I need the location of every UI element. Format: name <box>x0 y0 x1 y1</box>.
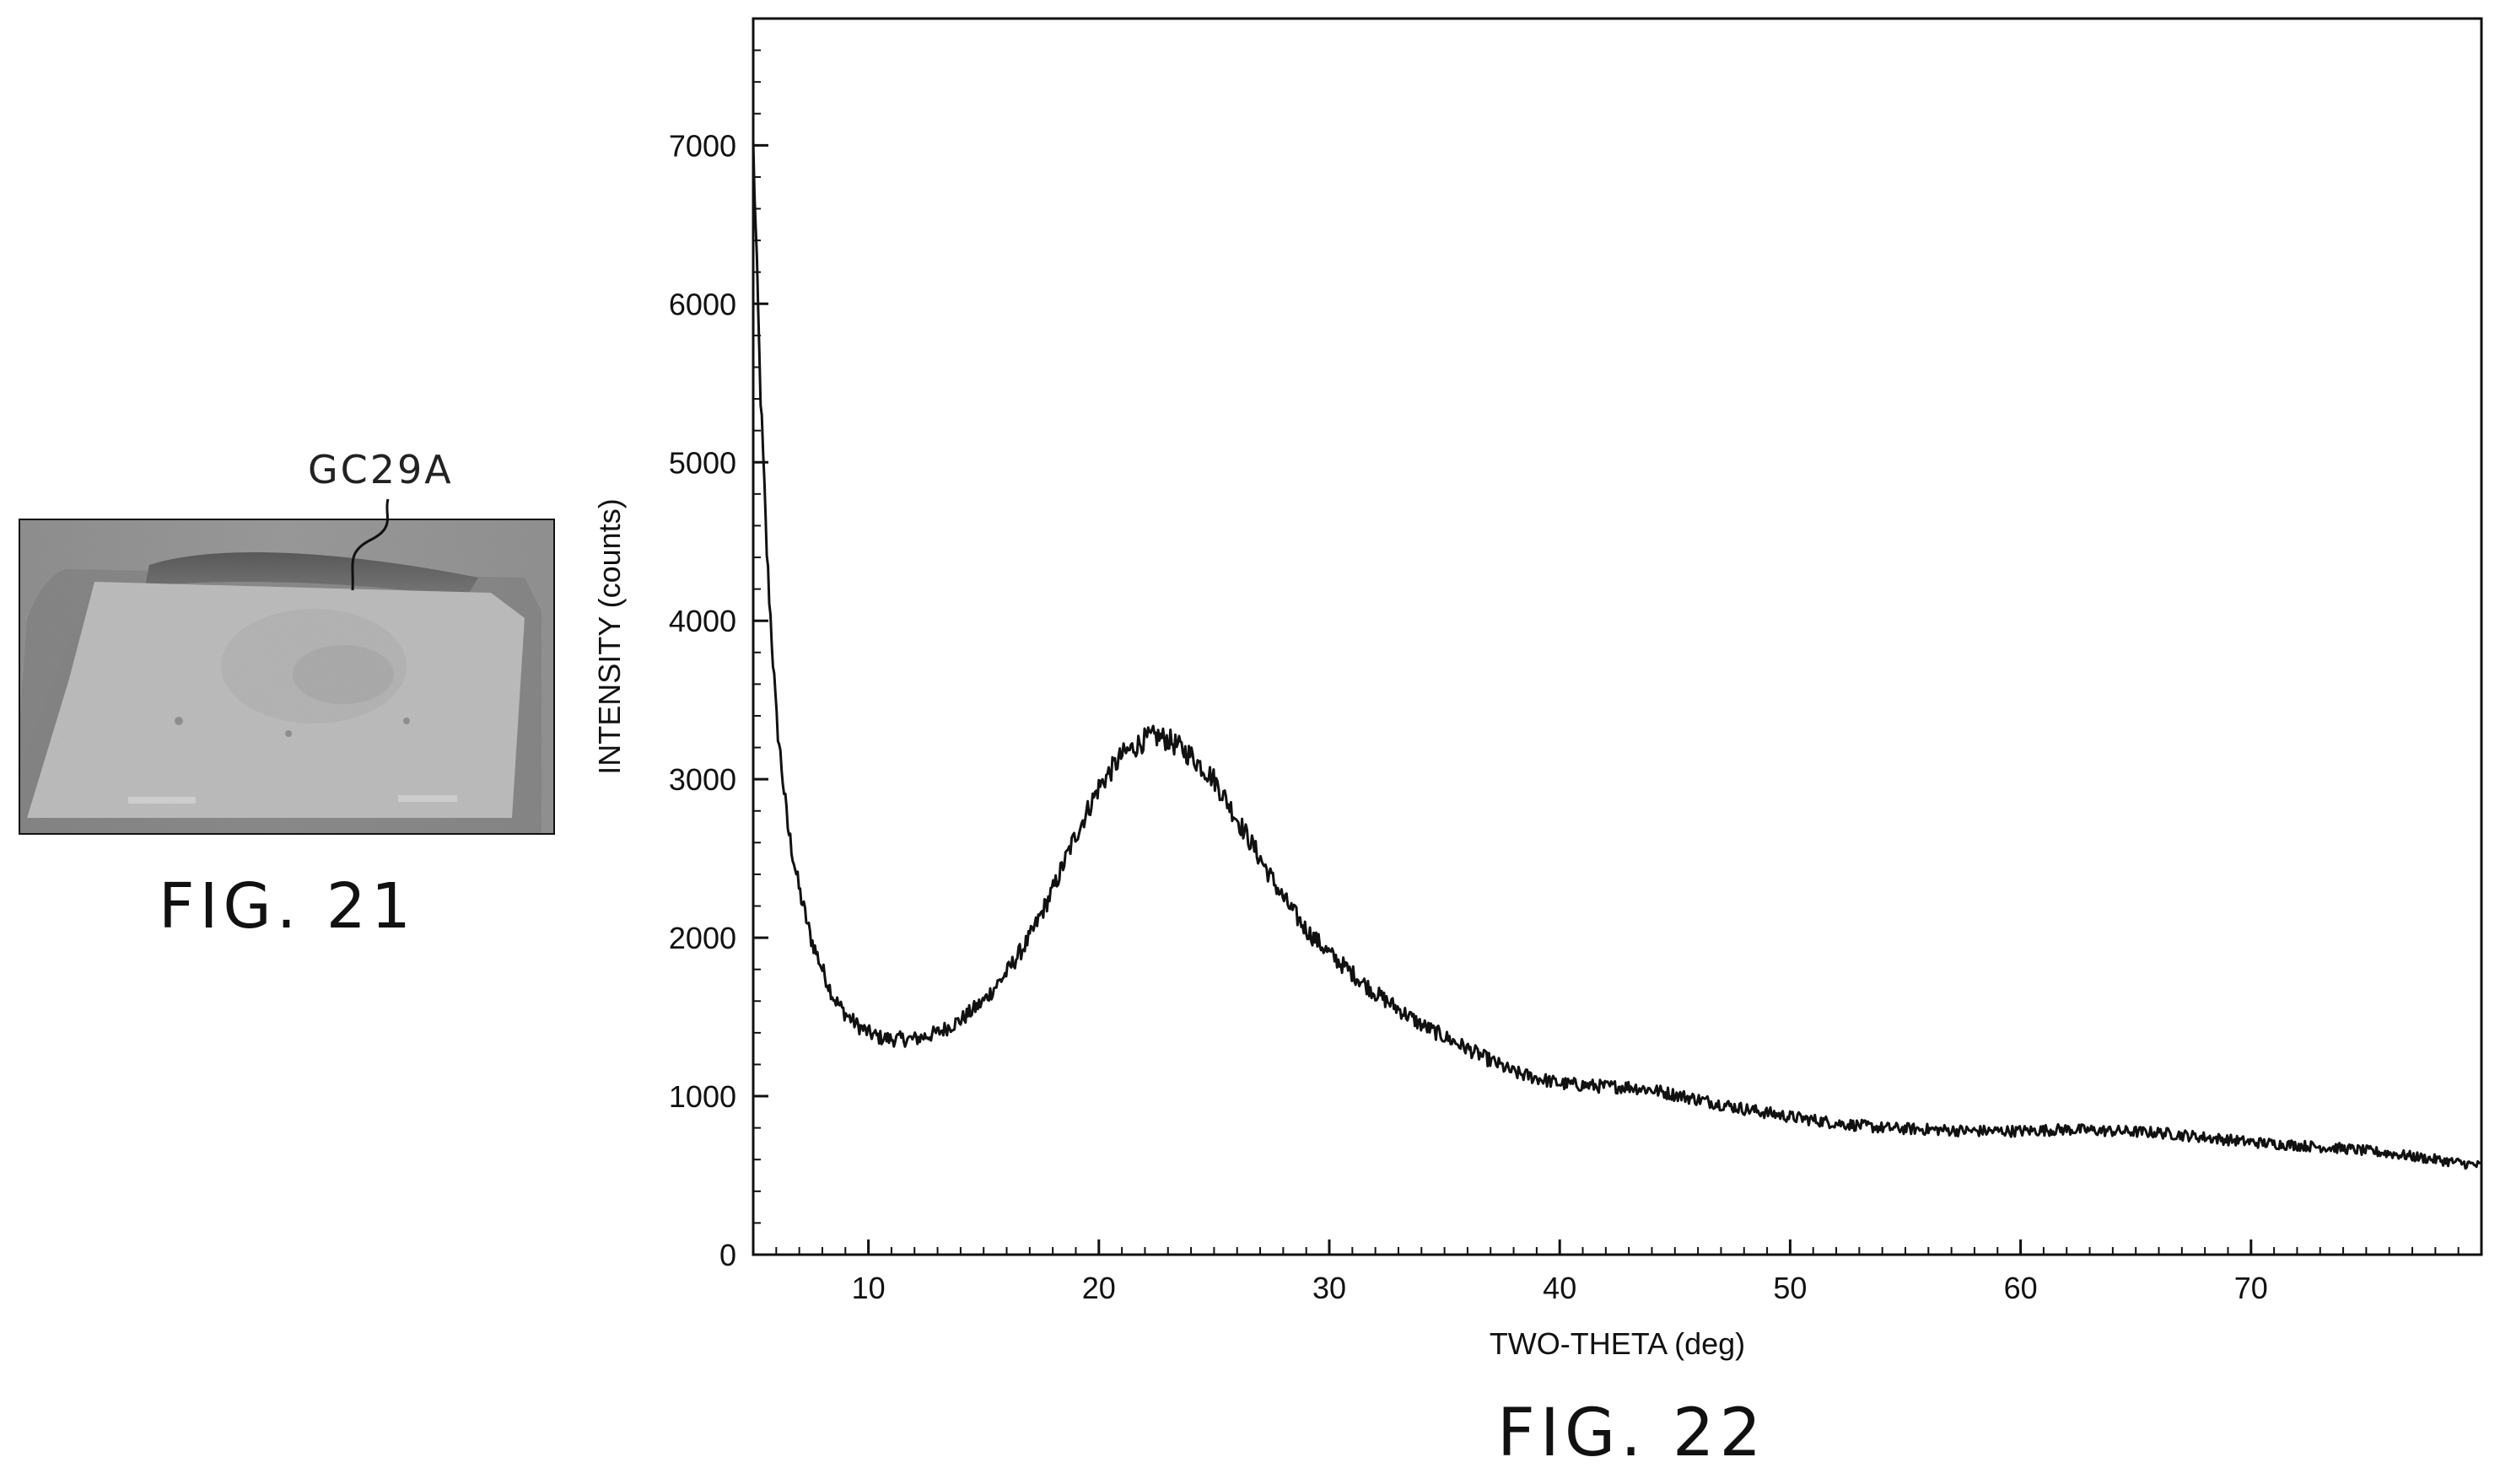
plot-border <box>752 17 2483 1256</box>
photo-border <box>19 519 555 835</box>
x-tick-label: 30 <box>1312 1271 1346 1305</box>
fig21-caption: FIG. 21 <box>159 870 416 943</box>
y-tick-label: 2000 <box>669 921 736 955</box>
y-tick-label: 7000 <box>669 128 736 163</box>
y-tick-label: 1000 <box>669 1079 736 1114</box>
fig22-caption: FIG. 22 <box>1497 1395 1767 1471</box>
x-tick-label: 20 <box>1082 1271 1116 1305</box>
y-tick-label: 5000 <box>669 445 736 480</box>
x-tick-label: 10 <box>852 1271 886 1305</box>
xrd-intensity-series <box>752 139 2482 1170</box>
x-tick-label: 60 <box>2004 1271 2038 1305</box>
x-tick-label: 70 <box>2234 1271 2268 1305</box>
chart-series-group <box>752 139 2482 1170</box>
y-tick-label: 3000 <box>669 762 736 797</box>
y-tick-label: 0 <box>719 1238 736 1272</box>
x-tick-label: 50 <box>1773 1271 1807 1305</box>
chart-plot-frame <box>752 17 2483 1256</box>
y-tick-label: 6000 <box>669 287 736 321</box>
sample-photo-image <box>19 519 555 835</box>
fig21-sample-label: GC29A <box>308 447 454 492</box>
x-axis-title: TWO-THETA (deg) <box>1490 1326 1745 1361</box>
y-axis-title: INTENSITY (counts) <box>592 498 627 774</box>
fig21-sample-photo <box>19 519 555 835</box>
y-tick-label: 4000 <box>669 604 736 638</box>
chart-ticks: 10 20 30 40 50 60 70 0 1000 2000 3000 4000 5000 6000 7… <box>669 49 2460 1305</box>
x-tick-label: 40 <box>1543 1271 1576 1305</box>
